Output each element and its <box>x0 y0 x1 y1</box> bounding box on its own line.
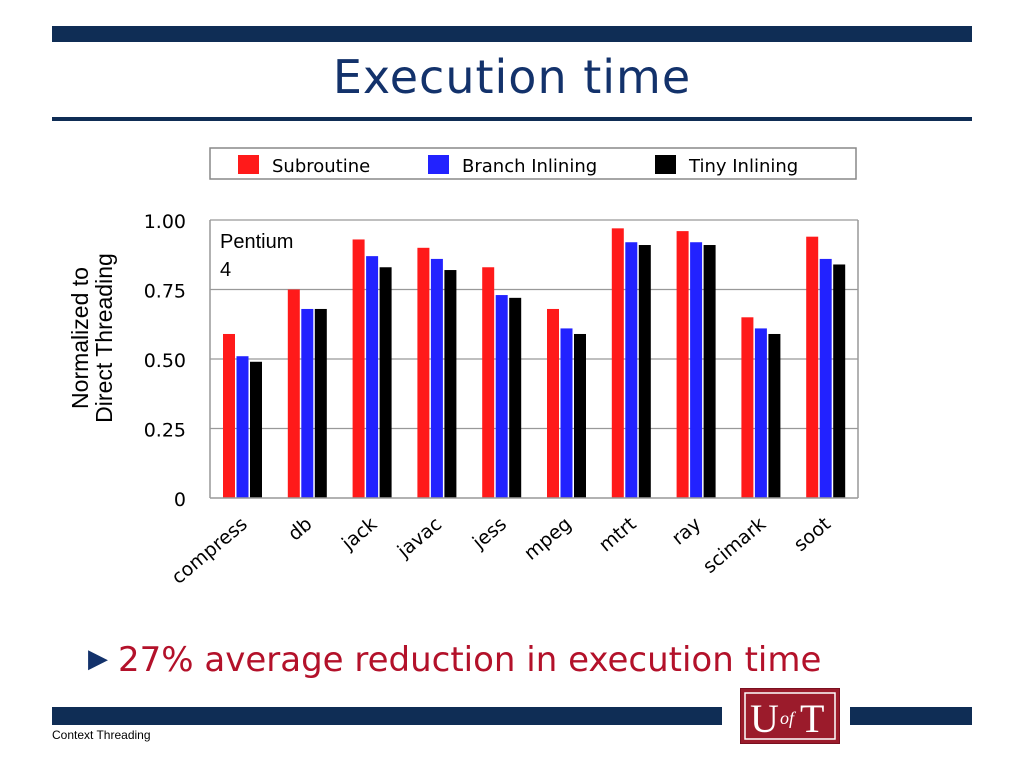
bar-compress-3 <box>250 361 262 498</box>
bar-mtrt-3 <box>638 245 651 498</box>
bar-jess-3 <box>509 297 522 498</box>
x-tick-label: jess <box>468 513 511 554</box>
bar-mpeg-1 <box>547 308 559 498</box>
x-tick-label: javac <box>393 513 446 563</box>
x-tick-label: mtrt <box>595 513 641 556</box>
triangle-right-icon: ▶ <box>88 644 108 674</box>
bar-ray-1 <box>676 231 689 498</box>
y-tick-label: 1.00 <box>144 211 186 233</box>
slide-title: Execution time <box>332 50 692 104</box>
bar-jess-1 <box>482 267 495 498</box>
bar-javac-3 <box>444 270 457 498</box>
x-tick-label: mpeg <box>520 513 576 565</box>
bar-db-2 <box>301 308 314 498</box>
svg-text:of: of <box>780 708 797 728</box>
bar-compress-2 <box>236 356 249 498</box>
bullet-point: ▶ 27% average reduction in execution time <box>88 640 821 680</box>
legend-label-3: Tiny Inlining <box>688 156 798 177</box>
bar-compress-1 <box>223 333 235 498</box>
bar-ray-2 <box>690 242 703 498</box>
x-tick-label: db <box>284 513 317 545</box>
bar-mtrt-2 <box>625 242 638 498</box>
header-bar <box>52 26 972 42</box>
annotation-line1: Pentium <box>220 231 293 253</box>
legend-box <box>209 147 857 180</box>
x-tick-label: jack <box>337 513 381 555</box>
bar-mtrt-1 <box>611 228 624 498</box>
bar-scimark-2 <box>754 328 767 498</box>
y-tick-label: 0.25 <box>144 420 186 442</box>
x-tick-label: ray <box>668 513 706 550</box>
bar-scimark-1 <box>741 317 754 498</box>
legend-label-2: Branch Inlining <box>462 156 597 177</box>
footer-text: Context Threading <box>52 728 151 742</box>
bullet-text: 27% average reduction in execution time <box>118 640 822 680</box>
annotation-line2: 4 <box>220 259 231 281</box>
bar-scimark-3 <box>768 333 781 498</box>
bar-jack-1 <box>352 239 365 498</box>
footer-bar-right <box>850 707 972 725</box>
bar-soot-3 <box>833 264 846 498</box>
bar-chart: Subroutine Branch Inlining Tiny Inlining 0 0… <box>144 147 859 589</box>
legend-label-1: Subroutine <box>272 156 370 177</box>
y-tick-label: 0.50 <box>144 350 186 372</box>
legend-swatch-1 <box>238 155 259 174</box>
bar-db-1 <box>287 289 300 498</box>
x-tick-label: soot <box>790 513 835 556</box>
y-tick-label: 0 <box>174 489 186 511</box>
bar-javac-1 <box>417 247 430 498</box>
bar-soot-1 <box>806 236 819 498</box>
y-tick-label: 0.75 <box>144 281 186 303</box>
bar-db-3 <box>314 308 327 498</box>
svg-text:T: T <box>800 696 824 741</box>
legend-swatch-3 <box>655 155 676 174</box>
svg-text:U: U <box>750 696 779 741</box>
bar-mpeg-3 <box>574 333 586 498</box>
bar-javac-2 <box>430 258 443 498</box>
bar-soot-2 <box>819 258 832 498</box>
footer-bar-left <box>52 707 722 725</box>
bar-ray-3 <box>703 245 716 498</box>
uoft-logo: U of T <box>740 688 840 744</box>
bar-jack-2 <box>366 256 379 498</box>
bar-jess-2 <box>495 295 508 498</box>
x-tick-label: scimark <box>699 513 770 578</box>
legend-swatch-2 <box>428 155 449 174</box>
bar-jack-3 <box>379 267 392 498</box>
title-divider <box>52 117 972 121</box>
bar-mpeg-2 <box>560 328 573 498</box>
x-tick-label: compress <box>167 513 251 589</box>
